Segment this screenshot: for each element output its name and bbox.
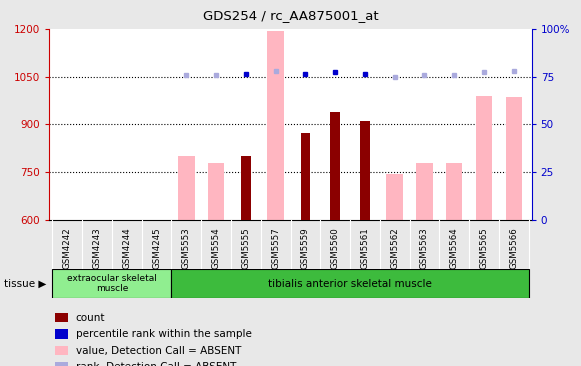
Bar xyxy=(416,163,433,220)
Text: percentile rank within the sample: percentile rank within the sample xyxy=(76,329,252,339)
Text: GSM4245: GSM4245 xyxy=(152,227,161,269)
Text: rank, Detection Call = ABSENT: rank, Detection Call = ABSENT xyxy=(76,362,236,366)
Text: GSM4243: GSM4243 xyxy=(92,227,102,269)
Text: GSM5560: GSM5560 xyxy=(331,227,340,269)
Text: GSM5562: GSM5562 xyxy=(390,227,399,269)
Text: GSM5561: GSM5561 xyxy=(360,227,370,269)
Text: value, Detection Call = ABSENT: value, Detection Call = ABSENT xyxy=(76,346,241,356)
Text: GSM5566: GSM5566 xyxy=(510,227,518,269)
Text: GSM5555: GSM5555 xyxy=(241,227,250,269)
Text: GSM5553: GSM5553 xyxy=(182,227,191,269)
Text: GSM5559: GSM5559 xyxy=(301,227,310,269)
Text: GSM5564: GSM5564 xyxy=(450,227,459,269)
Bar xyxy=(331,112,340,220)
Text: count: count xyxy=(76,313,105,323)
Bar xyxy=(505,97,522,220)
Text: GSM5557: GSM5557 xyxy=(271,227,280,269)
Bar xyxy=(241,156,250,220)
Text: GSM4244: GSM4244 xyxy=(122,227,131,269)
Text: tibialis anterior skeletal muscle: tibialis anterior skeletal muscle xyxy=(268,279,432,289)
Bar xyxy=(446,163,462,220)
Text: GSM5563: GSM5563 xyxy=(420,227,429,269)
Bar xyxy=(267,31,284,220)
Bar xyxy=(52,269,171,298)
Bar xyxy=(208,163,224,220)
Text: GSM5565: GSM5565 xyxy=(479,227,489,269)
Text: GSM4242: GSM4242 xyxy=(63,227,71,269)
Bar xyxy=(360,121,370,220)
Text: GDS254 / rc_AA875001_at: GDS254 / rc_AA875001_at xyxy=(203,9,378,22)
Text: GSM5554: GSM5554 xyxy=(211,227,221,269)
Bar xyxy=(476,96,492,220)
Text: extraocular skeletal
muscle: extraocular skeletal muscle xyxy=(67,274,157,294)
Bar xyxy=(178,156,195,220)
Text: tissue ▶: tissue ▶ xyxy=(4,279,46,289)
Bar xyxy=(171,269,529,298)
Bar xyxy=(386,173,403,220)
Bar xyxy=(300,133,310,220)
